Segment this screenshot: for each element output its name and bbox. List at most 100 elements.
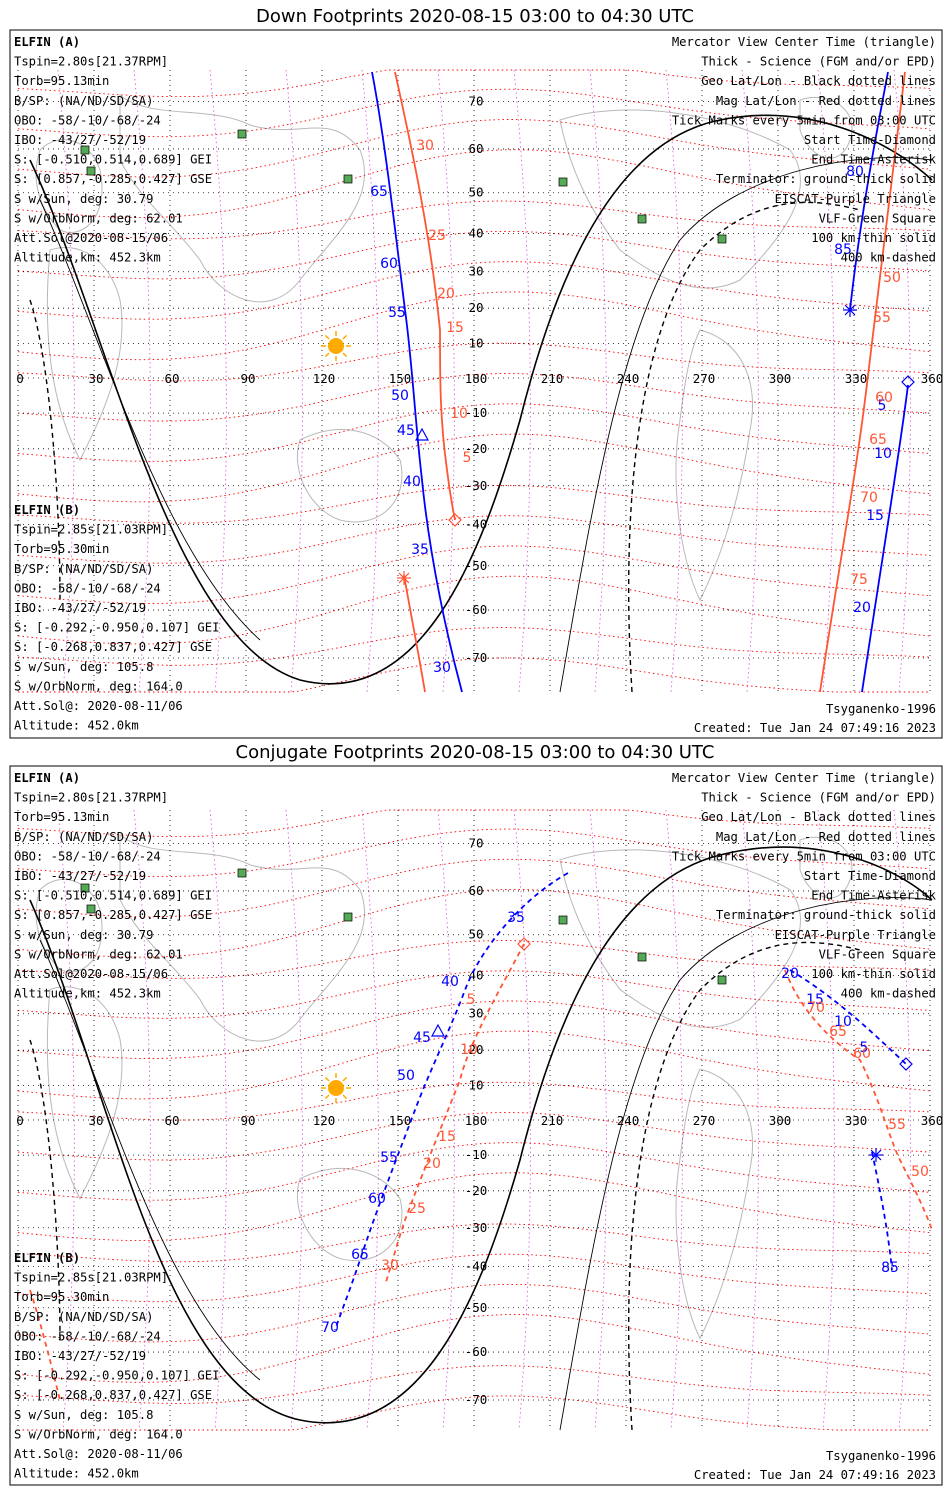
- mag-lon-line: [893, 809, 911, 1431]
- lon-label: 150: [389, 1113, 412, 1128]
- mag-lat-line: [17, 1112, 931, 1161]
- elfin-a-track-1: [334, 872, 569, 1331]
- mag-lon-line: [665, 69, 683, 693]
- lon-label: 120: [313, 1113, 336, 1128]
- tick-label-a: 50: [397, 1068, 415, 1084]
- lon-label: 60: [164, 1113, 179, 1128]
- center-time-triangle-marker: [414, 427, 430, 441]
- legend-entry: EISCAT-Purple Triangle: [775, 192, 936, 206]
- coastline: [35, 139, 103, 233]
- tick-label-b: 25: [428, 228, 446, 244]
- mag-lon-line: [361, 69, 379, 693]
- legend: Mercator View Center Time (triangle) Thic…: [672, 35, 937, 265]
- lon-label: 300: [769, 1113, 792, 1128]
- tick-label-a: 35: [507, 910, 525, 926]
- start-time-diamond-marker: [901, 375, 915, 389]
- tick-label-b: 30: [381, 1258, 399, 1274]
- mag-lat-line: [17, 575, 931, 645]
- lon-label: 360: [921, 371, 944, 386]
- elfin-b-line: Altitude: 452.0km: [14, 719, 139, 733]
- elfin-b-line: S w/OrbNorm, deg: 164.0: [14, 679, 183, 693]
- tick-label-b: 5: [463, 450, 472, 466]
- tick-label-b: 15: [446, 320, 464, 336]
- elfin-b-info: ELFIN (B) Tspin=2.85s[21.03RPM] Torb=95.30…: [14, 1251, 219, 1481]
- sun-ray: [342, 334, 348, 340]
- tick-label-a: 30: [433, 660, 451, 676]
- elfin-a-line: Altitude,km: 452.3km: [14, 987, 161, 1001]
- elfin-a-line: S w/OrbNorm, deg: 62.01: [14, 211, 183, 225]
- lat-label: -20: [465, 1183, 488, 1198]
- tick-label-a: 20: [853, 600, 871, 616]
- sun-disk: [328, 1080, 344, 1096]
- lon-label: 270: [693, 371, 716, 386]
- elfin-a-track-1: [371, 71, 463, 693]
- vlf-station-marker: [80, 883, 90, 893]
- elfin-b-heading: ELFIN (B): [14, 1251, 80, 1265]
- mag-lon-line: [437, 69, 455, 693]
- created-label: Created: Tue Jan 24 07:49:16 2023: [694, 721, 936, 735]
- elfin-a-line: S w/OrbNorm, deg: 62.01: [14, 947, 183, 961]
- mag-lat-line: [17, 373, 931, 422]
- elfin-b-line: S: [-0.292,-0.950,0.107] GEI: [14, 621, 219, 635]
- lat-label: 60: [468, 883, 483, 898]
- vlf-station-marker: [558, 177, 568, 187]
- legend-entry: Thick - Science (FGM and/or EPD): [701, 791, 936, 805]
- tick-label-a: 15: [866, 508, 884, 524]
- vlf-station-marker: [237, 868, 247, 878]
- elfin-a-track-3: [861, 384, 909, 693]
- coastline: [119, 93, 366, 303]
- lat-label: 20: [468, 300, 483, 315]
- elfin-a-track-2: [789, 969, 907, 1065]
- terminator-400km: [29, 941, 861, 1431]
- lat-label: 30: [468, 1006, 483, 1021]
- lon-label: 120: [313, 371, 336, 386]
- lat-label: -50: [465, 1300, 488, 1315]
- elfin-b-line: S w/OrbNorm, deg: 164.0: [14, 1427, 183, 1441]
- coastline: [119, 833, 366, 1042]
- lat-label: 50: [468, 927, 483, 942]
- mag-lon-line: [57, 809, 75, 1431]
- tick-label-b: 70: [860, 490, 878, 506]
- tick-label-a: 10: [834, 1014, 852, 1030]
- tick-label-b: 65: [829, 1024, 847, 1040]
- coastline: [559, 109, 801, 289]
- mag-lat-line: [17, 1172, 931, 1242]
- created-label: Created: Tue Jan 24 07:49:16 2023: [694, 1468, 936, 1482]
- mag-lon-line: [893, 69, 911, 693]
- vlf-station-marker: [558, 915, 568, 925]
- lat-label: 60: [468, 141, 483, 156]
- elfin-a-line: Tspin=2.80s[21.37RPM]: [14, 791, 168, 805]
- map-area: 0 30 60 90 120 150 180 210 240 270 300 330 360 70 60 50…: [16, 809, 943, 1431]
- tick-label-a: 85: [834, 242, 852, 258]
- elfin-b-track-3: [819, 71, 906, 693]
- elfin-b-track-2: [403, 574, 426, 693]
- panel-frame: [9, 765, 943, 1486]
- legend-entry: Start Time-Diamond: [804, 869, 936, 883]
- asterisk-stroke: [398, 572, 410, 584]
- tick-label-a: 45: [397, 423, 415, 439]
- legend-entry: Start Time-Diamond: [804, 133, 936, 147]
- mag-lon-line: [513, 69, 531, 693]
- elfin-b-line: S: [-0.292,-0.950,0.107] GEI: [14, 1369, 219, 1383]
- elfin-b-line: Tspin=2.85s[21.03RPM]: [14, 1271, 168, 1285]
- terminator-100km: [39, 897, 933, 1431]
- tick-label-a: 35: [411, 542, 429, 558]
- legend-entry: 400 km-dashed: [841, 251, 936, 265]
- mag-lon-line: [133, 69, 151, 693]
- terminator-ground: [29, 846, 933, 1424]
- tick-label-a: 55: [388, 305, 406, 321]
- lat-label: -70: [465, 1392, 488, 1407]
- tick-label-a: 5: [878, 398, 887, 414]
- legend-entry: Mercator View Center Time (triangle): [672, 771, 936, 785]
- lon-label: 300: [769, 371, 792, 386]
- elfin-b-line: OBO: -58/-10/-68/-24: [14, 1329, 161, 1343]
- asterisk-stroke: [870, 1149, 882, 1161]
- elfin-a-line: Torb=95.13min: [14, 74, 109, 88]
- lon-label: 30: [88, 1113, 103, 1128]
- legend-entry: End Time-Asterisk: [811, 889, 936, 903]
- elfin-a-line: OBO: -58/-10/-68/-24: [14, 849, 161, 863]
- mag-lon-line: [817, 69, 835, 693]
- mag-lat-line: [17, 888, 931, 958]
- elfin-a-line: S: [0.857,-0.285,0.427] GSE: [14, 172, 212, 186]
- tick-label-a: 85: [881, 1260, 899, 1276]
